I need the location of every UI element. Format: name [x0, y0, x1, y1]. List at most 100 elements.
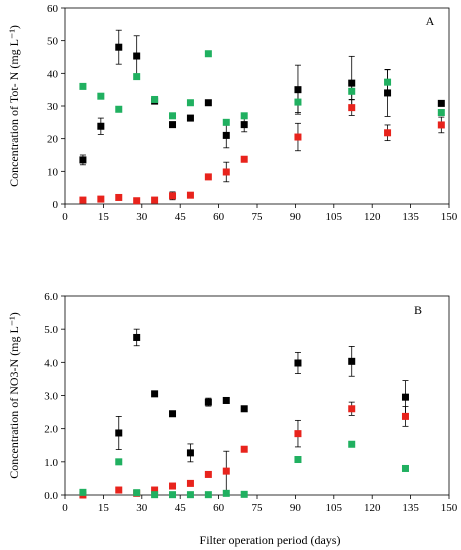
data-point-red: [97, 195, 105, 203]
data-point-red: [348, 405, 356, 413]
y-tick-label: 30: [47, 101, 59, 113]
data-point-green: [294, 456, 302, 464]
data-point-red: [294, 133, 302, 141]
x-tick-label: 120: [364, 502, 381, 514]
data-point-green: [204, 50, 212, 58]
data-point-green: [437, 109, 445, 117]
x-tick-label: 60: [213, 211, 225, 223]
x-tick-label: 90: [290, 502, 302, 514]
x-tick-label: 135: [402, 211, 419, 223]
y-tick-label: 60: [47, 3, 59, 15]
x-tick-label: 15: [98, 211, 110, 223]
data-point-green: [222, 118, 230, 126]
y-tick-label: 2.0: [44, 424, 58, 436]
data-point-red: [169, 192, 177, 200]
data-point-green: [115, 105, 123, 113]
data-point-red: [151, 196, 159, 204]
data-point-black: [115, 43, 123, 51]
y-tick-label: 20: [47, 134, 59, 146]
data-point-green: [79, 82, 87, 90]
data-point-red: [294, 430, 302, 438]
data-point-red: [115, 486, 123, 494]
data-point-green: [151, 95, 159, 103]
series-red: [79, 99, 445, 205]
y-tick-label: 3.0: [44, 391, 58, 403]
x-tick-label: 0: [62, 211, 68, 223]
data-point-red: [204, 173, 212, 181]
data-point-red: [348, 104, 356, 112]
y-tick-label: 40: [47, 68, 59, 80]
y-tick-label: 10: [47, 166, 59, 178]
data-point-green: [115, 458, 123, 466]
data-point-black: [401, 393, 409, 401]
y-tick-label: 0: [53, 199, 59, 211]
x-tick-label: 75: [252, 211, 264, 223]
data-point-green: [204, 491, 212, 499]
y-tick-label: 0.0: [44, 490, 58, 502]
data-point-red: [79, 196, 87, 204]
x-axis-label: Filter operation period (days): [200, 533, 341, 547]
data-point-red: [222, 168, 230, 176]
data-point-green: [384, 78, 392, 86]
data-point-red: [437, 121, 445, 129]
data-point-green: [97, 92, 105, 100]
x-tick-label: 30: [136, 502, 148, 514]
data-point-red: [401, 412, 409, 420]
data-point-green: [186, 99, 194, 107]
data-point-green: [133, 489, 141, 497]
y-tick-label: 5.0: [44, 324, 58, 336]
data-point-black: [294, 86, 302, 94]
data-point-green: [169, 112, 177, 120]
data-point-green: [151, 491, 159, 499]
series-green: [79, 440, 409, 499]
data-point-black: [169, 410, 177, 418]
data-point-red: [240, 155, 248, 163]
x-tick-label: 0: [62, 502, 68, 514]
data-point-red: [222, 467, 230, 475]
data-point-black: [133, 333, 141, 341]
x-tick-label: 30: [136, 211, 148, 223]
data-point-red: [204, 470, 212, 478]
data-point-black: [151, 390, 159, 398]
data-point-black: [222, 396, 230, 404]
series-black: [79, 29, 445, 166]
x-tick-label: 120: [364, 211, 381, 223]
x-tick-label: 45: [175, 211, 187, 223]
y-axis-label: Concentration of NO3-N (mg L⁻¹): [7, 312, 21, 479]
data-point-black: [169, 121, 177, 129]
data-point-red: [186, 479, 194, 487]
data-point-black: [79, 156, 87, 164]
data-point-red: [384, 129, 392, 137]
plot-frame: [64, 295, 450, 496]
y-axis-label: Concentration of Tot- N (mg L⁻¹): [7, 25, 21, 187]
data-point-black: [240, 405, 248, 413]
x-tick-label: 90: [290, 211, 302, 223]
panel-a: 0 15 30 45 60 75 90 105 120 135 150 0 10 20 30 40 50 60 Co…: [7, 3, 458, 223]
y-tick-label: 4.0: [44, 357, 58, 369]
data-point-black: [97, 122, 105, 130]
x-tick-label: 75: [252, 502, 264, 514]
data-point-green: [133, 73, 141, 81]
data-point-black: [186, 449, 194, 457]
x-tick-label: 135: [402, 502, 419, 514]
data-point-green: [348, 440, 356, 448]
data-point-green: [169, 491, 177, 499]
x-tick-label: 60: [213, 502, 225, 514]
data-point-black: [437, 99, 445, 107]
data-point-green: [348, 87, 356, 95]
panel-b: 0 15 30 45 60 75 90 105 120 135 150 0.0 1.0 2.0 3.0 4.0…: [7, 291, 458, 514]
data-point-black: [294, 359, 302, 367]
data-point-red: [115, 193, 123, 201]
data-point-green: [222, 489, 230, 497]
series-green: [79, 50, 445, 126]
x-tick-label: 150: [441, 211, 458, 223]
data-point-green: [186, 491, 194, 499]
data-point-red: [133, 197, 141, 205]
x-tick-label: 15: [98, 502, 110, 514]
data-point-black: [204, 99, 212, 107]
data-point-red: [240, 445, 248, 453]
data-point-red: [186, 191, 194, 199]
data-point-green: [240, 112, 248, 120]
y-tick-label: 6.0: [44, 291, 58, 303]
panel-label: A: [426, 14, 435, 28]
